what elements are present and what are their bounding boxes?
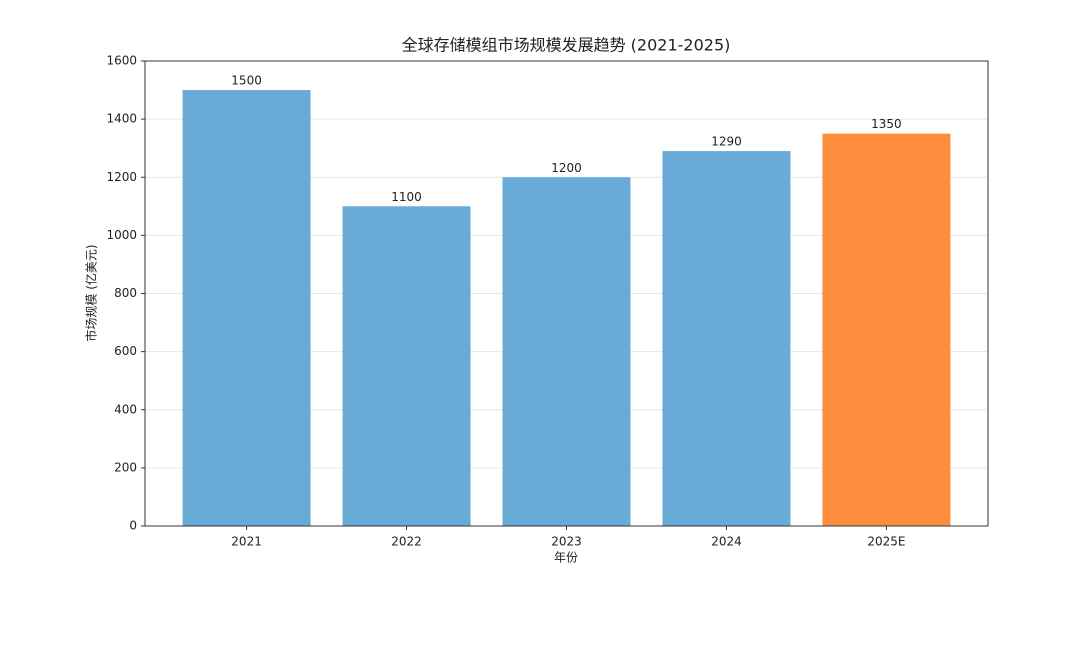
x-tick-label: 2024 [711,535,742,549]
plot-frame [144,60,989,527]
x-tick-label: 2022 [391,535,422,549]
y-tick-label: 600 [114,344,137,358]
bar [502,177,631,526]
bars: 2021 1500 2022 1100 2023 1200 2024 1290 2025E 135… [182,74,951,549]
chart-title: 全球存储模组市场规模发展趋势 (2021-2025) [402,36,731,55]
data-label: 1200 [551,161,582,175]
y-tick-label: 1000 [106,228,137,242]
y-tick-label: 1200 [106,170,137,184]
y-tick-label: 800 [114,286,137,300]
x-tick-label: 2023 [551,535,582,549]
y-tick-label: 1400 [106,112,137,126]
y-tick-label: 1600 [106,54,137,68]
bar [822,133,951,526]
y-tick-label: 0 [129,519,137,533]
x-tick-label: 2021 [231,535,262,549]
data-label: 1500 [231,74,262,88]
bar [342,206,471,526]
y-tick-label: 400 [114,402,137,416]
bar [182,90,311,526]
data-label: 1290 [711,135,742,149]
data-label: 1100 [391,190,422,204]
bar [662,151,791,526]
data-label: 1350 [871,117,902,131]
x-axis-label: 年份 [554,551,578,565]
x-tick-label: 2025E [867,535,905,549]
y-axis-label: 市场规模 (亿美元) [84,244,99,341]
y-tick-label: 200 [114,460,137,474]
